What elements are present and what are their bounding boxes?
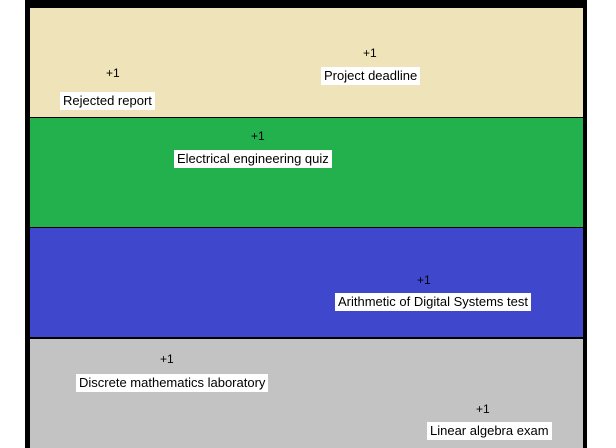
count-badge: +1 (476, 402, 490, 416)
task-label-linear-algebra-exam[interactable]: Linear algebra exam (427, 422, 552, 440)
band-tan: +1 Project deadline +1 Rejected report (30, 8, 583, 117)
band-gray: +1 Discrete mathematics laboratory +1 Li… (30, 339, 583, 448)
task-label-electrical-engineering-quiz[interactable]: Electrical engineering quiz (174, 150, 332, 168)
count-badge: +1 (251, 129, 265, 143)
count-badge: +1 (363, 46, 377, 60)
task-label-arithmetic-digital-systems-test[interactable]: Arithmetic of Digital Systems test (335, 293, 531, 311)
task-label-project-deadline[interactable]: Project deadline (321, 67, 421, 85)
task-label-rejected-report[interactable]: Rejected report (60, 92, 155, 110)
task-label-discrete-mathematics-laboratory[interactable]: Discrete mathematics laboratory (76, 374, 269, 392)
band-green: +1 Electrical engineering quiz (30, 118, 583, 227)
count-badge: +1 (106, 66, 120, 80)
priority-board: +1 Project deadline +1 Rejected report +… (25, 0, 587, 448)
band-blue: +1 Arithmetic of Digital Systems test (30, 228, 583, 337)
count-badge: +1 (417, 273, 431, 287)
count-badge: +1 (160, 352, 174, 366)
